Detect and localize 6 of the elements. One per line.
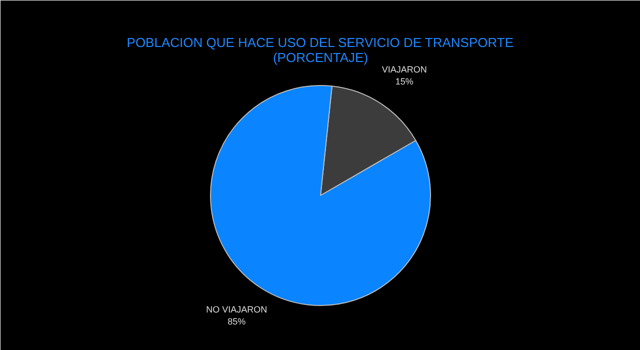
chart-title: POBLACION QUE HACE USO DEL SERVICIO DE TRANSPORTE <box>126 35 514 50</box>
chart-subtitle: (PORCENTAJE) <box>272 50 368 65</box>
slice-label: NO VIAJARON <box>206 304 268 314</box>
data-label: 15% <box>395 76 414 87</box>
slice-label: VIAJARON <box>382 64 427 75</box>
data-label: 85% <box>228 316 246 326</box>
